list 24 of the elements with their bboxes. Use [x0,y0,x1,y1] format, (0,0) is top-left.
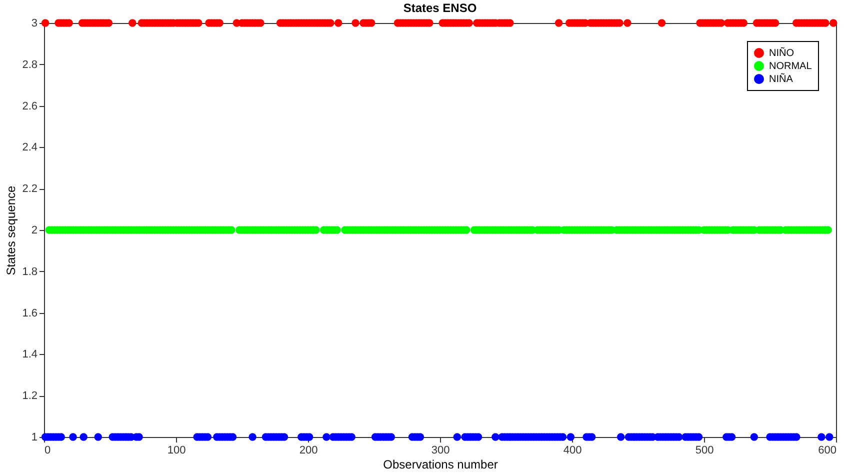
y-tick-label: 1.8 [22,266,38,278]
x-tick-label: 500 [695,444,714,456]
y-tick-label: 2.2 [22,183,38,196]
x-tick-label: 0 [44,444,51,456]
x-tick-label: 200 [299,444,318,456]
y-tick-label: 1 [31,432,38,444]
x-axis-title: Observations number [383,458,498,472]
x-tick-label: 300 [431,444,450,456]
y-axis-title: States sequence [4,185,18,276]
y-tick-label: 2.8 [22,58,38,71]
legend-label: NIÑA [769,73,794,85]
y-tick-label: 1.4 [22,348,38,361]
y-tick-label: 1.2 [22,390,38,402]
x-tick-label: 400 [563,444,582,456]
legend-label: NORMAL [769,61,812,72]
y-tick-label: 3 [31,18,38,30]
y-tick-label: 2 [31,224,38,236]
legend-label: NIÑO [769,47,794,59]
y-tick-label: 1.6 [22,307,38,320]
x-tick-label: 100 [167,444,186,456]
y-tick-label: 2.4 [22,142,38,154]
chart-title: States ENSO [403,1,477,15]
y-tick-label: 2.6 [22,100,38,112]
x-tick-label: 600 [818,444,836,456]
